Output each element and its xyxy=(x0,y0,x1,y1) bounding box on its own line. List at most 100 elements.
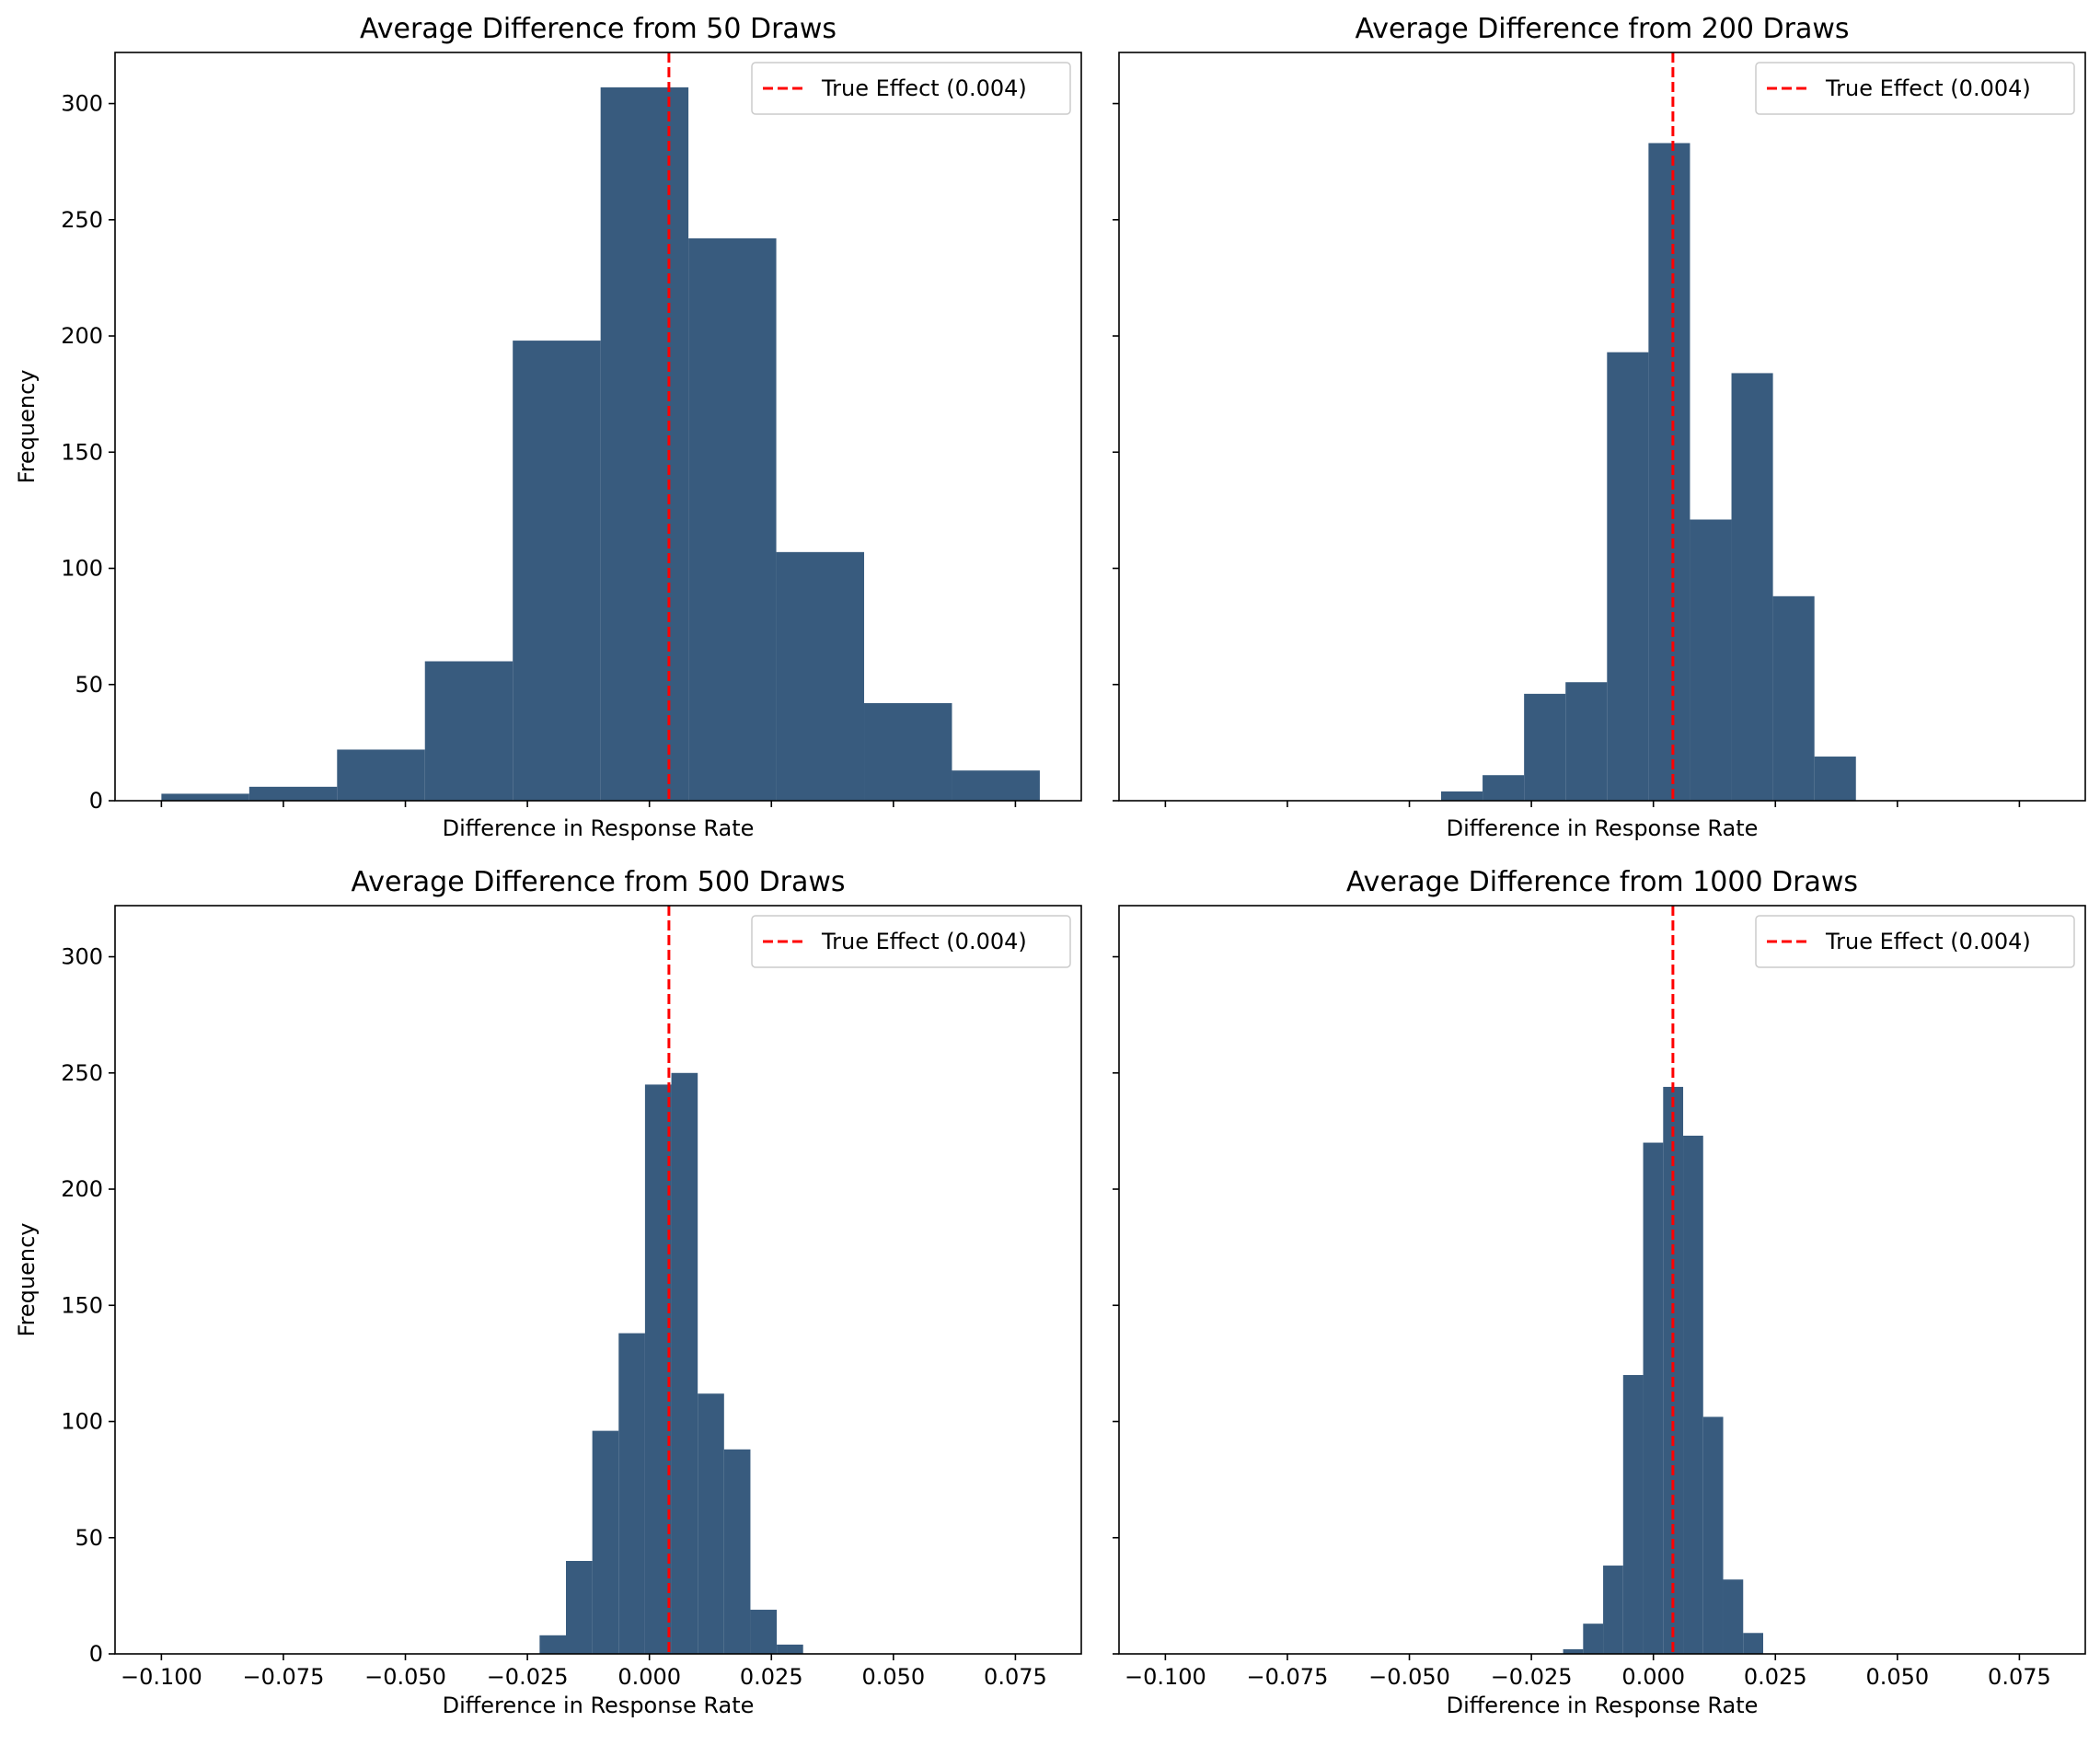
legend-box xyxy=(751,915,1071,968)
histogram-bar xyxy=(864,702,952,801)
x-tick-label: 0.000 xyxy=(1621,1664,1685,1690)
histogram-bar xyxy=(513,341,601,801)
histogram-bar xyxy=(1814,757,1856,801)
legend-label: True Effect (0.004) xyxy=(1825,929,2031,954)
y-axis-label: Frequency xyxy=(14,370,40,484)
legend-label: True Effect (0.004) xyxy=(821,929,1027,954)
y-tick-label: 300 xyxy=(61,944,103,970)
histogram-bar xyxy=(723,1449,751,1654)
x-tick-label: −0.075 xyxy=(1247,1664,1329,1690)
histogram-bar xyxy=(592,1430,619,1654)
histogram-bar xyxy=(1731,373,1773,801)
axes-frame xyxy=(114,905,1082,1655)
histogram-bar xyxy=(777,1644,803,1654)
chart-title: Average Difference from 1000 Draws xyxy=(1346,866,1858,898)
histogram-bar xyxy=(539,1635,566,1654)
histogram-bar xyxy=(1524,693,1566,801)
legend: True Effect (0.004) xyxy=(1755,915,2075,968)
x-axis-label: Difference in Response Rate xyxy=(1447,1693,1759,1718)
legend-label: True Effect (0.004) xyxy=(1825,75,2031,101)
chart-title: Average Difference from 50 Draws xyxy=(360,13,837,45)
y-tick-label: 100 xyxy=(61,556,103,582)
histogram-bar xyxy=(337,749,425,801)
axes-frame xyxy=(1118,905,2086,1655)
y-tick-label: 250 xyxy=(61,207,103,233)
legend-box xyxy=(1755,62,2075,115)
x-axis-label: Difference in Response Rate xyxy=(443,815,755,841)
x-tick-label: 0.050 xyxy=(861,1664,925,1690)
histogram-bar xyxy=(688,237,777,802)
axes-frame xyxy=(114,52,1082,802)
y-tick-label: 200 xyxy=(61,323,103,349)
x-tick-label: 0.075 xyxy=(984,1664,1047,1690)
x-tick-label: −0.100 xyxy=(1125,1664,1206,1690)
histogram-bar xyxy=(161,793,249,801)
histogram-bar xyxy=(1622,1375,1644,1654)
histogram-bar xyxy=(952,770,1040,801)
y-tick-label: 150 xyxy=(61,439,103,465)
x-axis-label: Difference in Response Rate xyxy=(443,1693,755,1718)
histogram-bar xyxy=(1563,1648,1584,1654)
histogram-bar xyxy=(750,1610,778,1654)
histogram-bar xyxy=(600,87,689,801)
histogram-bar xyxy=(618,1333,645,1654)
x-tick-label: 0.025 xyxy=(1744,1664,1807,1690)
histogram-bar xyxy=(424,661,513,801)
y-tick-label: 250 xyxy=(61,1060,103,1086)
y-tick-label: 100 xyxy=(61,1409,103,1435)
x-tick-label: −0.050 xyxy=(1368,1664,1450,1690)
histogram-bars xyxy=(161,87,1040,802)
y-tick-label: 300 xyxy=(61,91,103,117)
y-tick-label: 200 xyxy=(61,1176,103,1202)
histogram-bar xyxy=(1483,775,1525,801)
histogram-bar xyxy=(1683,1135,1703,1654)
y-tick-label: 50 xyxy=(75,672,103,698)
x-tick-label: −0.025 xyxy=(487,1664,569,1690)
histogram-bar xyxy=(1690,519,1732,801)
histogram-bars xyxy=(1563,1086,1763,1654)
x-tick-label: 0.000 xyxy=(617,1664,681,1690)
histogram-bars xyxy=(539,1072,803,1654)
histogram-bar xyxy=(1743,1633,1763,1654)
histogram-bar xyxy=(776,551,865,801)
x-tick-label: 0.075 xyxy=(1988,1664,2051,1690)
axes-frame xyxy=(1118,52,2086,802)
histogram-bar xyxy=(1648,143,1690,802)
chart-panel-bottom-left: −0.100 −0.075 −0.050 −0.025 0.000 0.025 0.050 0… xyxy=(14,866,1082,1718)
histogram-bar xyxy=(644,1084,672,1654)
x-tick-label: 0.025 xyxy=(740,1664,803,1690)
histogram-bar xyxy=(1772,595,1815,801)
histogram-bar xyxy=(566,1561,593,1654)
x-tick-label: −0.050 xyxy=(364,1664,446,1690)
chart-panel-top-right: Average Difference from 200 Draws Differe… xyxy=(1113,13,2086,841)
histogram-bar xyxy=(1565,682,1608,801)
histogram-bar xyxy=(1583,1624,1604,1654)
y-tick-label: 0 xyxy=(89,1641,103,1667)
legend: True Effect (0.004) xyxy=(751,915,1071,968)
legend-box xyxy=(751,62,1071,115)
histogram-bars xyxy=(1441,143,1856,802)
legend-label: True Effect (0.004) xyxy=(821,75,1027,101)
y-tick-label: 150 xyxy=(61,1292,103,1318)
histogram-bar xyxy=(1441,791,1483,801)
histogram-bar xyxy=(248,786,338,801)
y-tick-label: 50 xyxy=(75,1525,103,1551)
y-tick-label: 0 xyxy=(89,788,103,814)
legend: True Effect (0.004) xyxy=(1755,62,2075,115)
x-tick-label: −0.100 xyxy=(121,1664,202,1690)
legend-box xyxy=(1755,915,2075,968)
histogram-bar xyxy=(1607,352,1649,801)
histogram-bar xyxy=(1723,1579,1744,1654)
legend: True Effect (0.004) xyxy=(751,62,1071,115)
histogram-bar xyxy=(1643,1142,1664,1654)
histogram-bar xyxy=(1702,1416,1724,1654)
histogram-bar xyxy=(671,1072,698,1654)
chart-title: Average Difference from 200 Draws xyxy=(1355,13,1849,45)
histogram-bar xyxy=(1603,1566,1623,1654)
x-axis-label: Difference in Response Rate xyxy=(1447,815,1759,841)
y-axis-label: Frequency xyxy=(14,1223,40,1337)
chart-panel-bottom-right: −0.100 −0.075 −0.050 −0.025 0.000 0.025 0.050 0… xyxy=(1113,866,2086,1718)
chart-title: Average Difference from 500 Draws xyxy=(351,866,845,898)
x-tick-label: 0.050 xyxy=(1865,1664,1929,1690)
